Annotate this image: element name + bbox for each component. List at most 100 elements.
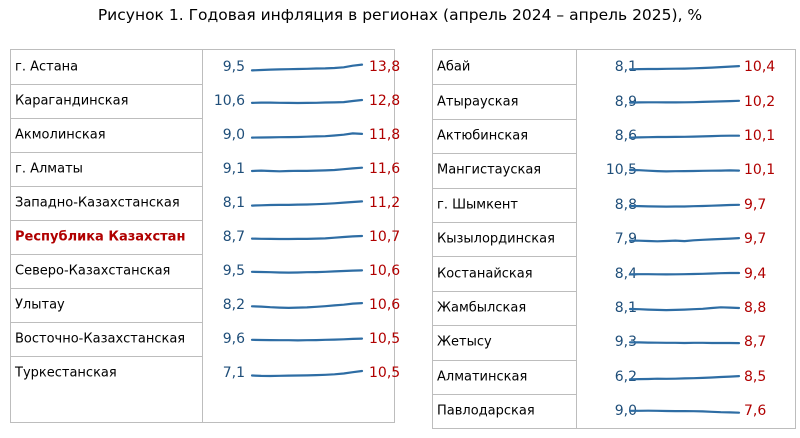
sparkline	[250, 337, 364, 342]
value-april-2024: 9,3	[614, 334, 637, 351]
value-april-2025: 9,7	[744, 231, 767, 248]
row-divider	[11, 220, 202, 221]
value-april-2025: 10,7	[369, 229, 401, 245]
sparkline	[628, 169, 741, 173]
table-row: Карагандинская 10,6 12,8	[11, 84, 400, 118]
sparkline	[250, 98, 364, 105]
value-april-2024: 8,1	[222, 195, 245, 211]
row-divider	[433, 222, 576, 223]
region-name: Абай	[437, 59, 471, 75]
value-april-2025: 7,6	[744, 403, 767, 420]
table-row: Западно-Казахстанская 8,1 11,2	[11, 186, 400, 220]
region-name: Жетысу	[437, 334, 492, 350]
sparkline	[628, 237, 741, 243]
sparkline	[628, 305, 741, 311]
sparkline	[628, 100, 741, 105]
region-name: Республика Казахстан	[15, 229, 186, 245]
region-name: Туркестанская	[15, 365, 117, 381]
sparkline	[250, 302, 364, 309]
value-april-2024: 9,5	[222, 59, 245, 75]
sparkline-path	[628, 409, 741, 414]
value-april-2025: 8,5	[744, 368, 767, 385]
value-april-2025: 8,7	[744, 334, 767, 351]
region-name: Павлодарская	[437, 403, 535, 419]
table-row: Абай 8,1 10,4	[433, 50, 795, 84]
sparkline-path	[250, 63, 364, 72]
value-april-2025: 13,8	[369, 59, 401, 75]
sparkline-path	[250, 234, 364, 241]
table-row: Актюбинская 8,6 10,1	[433, 119, 795, 153]
region-name: Карагандинская	[15, 93, 129, 109]
table-row: Акмолинская 9,0 11,8	[11, 118, 400, 152]
sparkline	[628, 203, 741, 208]
row-divider	[11, 186, 202, 187]
table-row: Республика Казахстан 8,7 10,7	[11, 220, 400, 254]
region-name: Актюбинская	[437, 128, 529, 144]
row-divider	[11, 356, 202, 357]
row-divider	[11, 322, 202, 323]
value-april-2025: 10,1	[744, 162, 776, 179]
sparkline-path	[628, 134, 741, 139]
row-divider	[433, 291, 576, 292]
table-row: Туркестанская 7,1 10,5	[11, 356, 400, 390]
row-divider	[433, 188, 576, 189]
value-april-2025: 10,6	[369, 297, 401, 313]
table-panel-1: г. Астана 9,5 13,8 Карагандинская 10,6 12,8 Ак…	[10, 49, 400, 423]
region-name: Жамбылская	[437, 300, 527, 316]
value-april-2024: 9,0	[222, 127, 245, 143]
row-divider	[11, 152, 202, 153]
sparkline	[250, 166, 364, 173]
row-divider	[11, 84, 202, 85]
sparkline	[250, 369, 364, 378]
sparkline-path	[250, 132, 364, 139]
table-row: Жетысу 9,3 8,7	[433, 325, 795, 359]
table-panel-2: Абай 8,1 10,4 Атырауская 8,9 10,2 Актюбинская 8…	[432, 49, 796, 429]
sparkline-path	[628, 272, 741, 276]
chart-title: Рисунок 1. Годовая инфляция в регионах (…	[97, 6, 703, 24]
table-row: г. Астана 9,5 13,8	[11, 50, 400, 84]
row-divider	[433, 119, 576, 120]
sparkline-path	[250, 200, 364, 207]
value-april-2025: 9,4	[744, 265, 767, 282]
value-april-2025: 10,2	[744, 93, 776, 110]
sparkline	[628, 409, 741, 414]
value-april-2025: 9,7	[744, 196, 767, 213]
sparkline	[628, 374, 741, 380]
sparkline-path	[250, 166, 364, 173]
value-april-2024: 8,9	[614, 93, 637, 110]
value-april-2025: 11,8	[369, 127, 401, 143]
region-name: Мангистауская	[437, 162, 542, 178]
region-name: Атырауская	[437, 94, 519, 110]
value-april-2024: 8,4	[614, 265, 637, 282]
table-row: Восточно-Казахстанская 9,6 10,5	[11, 322, 400, 356]
row-divider	[433, 360, 576, 361]
sparkline	[628, 272, 741, 276]
value-april-2024: 9,1	[222, 161, 245, 177]
sparkline-path	[628, 305, 741, 311]
table-row: Павлодарская 9,0 7,6	[433, 394, 795, 428]
sparkline-path	[628, 169, 741, 173]
table-row: Улытау 8,2 10,6	[11, 288, 400, 322]
value-april-2024: 8,1	[614, 59, 637, 76]
value-april-2025: 12,8	[369, 93, 401, 109]
sparkline-path	[250, 98, 364, 105]
table-row: Мангистауская 10,5 10,1	[433, 153, 795, 187]
table-row: г. Шымкент 8,8 9,7	[433, 188, 795, 222]
sparkline	[250, 63, 364, 72]
row-divider	[433, 84, 576, 85]
region-name: г. Астана	[15, 59, 79, 75]
value-april-2025: 10,5	[369, 331, 401, 347]
row-divider	[433, 256, 576, 257]
region-name: Восточно-Казахстанская	[15, 331, 186, 347]
table-row: г. Алматы 9,1 11,6	[11, 152, 400, 186]
region-name: Костанайская	[437, 266, 533, 282]
value-april-2024: 9,0	[614, 403, 637, 420]
sparkline-path	[250, 302, 364, 309]
value-april-2024: 9,6	[222, 331, 245, 347]
sparkline	[250, 234, 364, 241]
value-april-2025: 11,2	[369, 195, 401, 211]
value-april-2024: 8,1	[614, 299, 637, 316]
value-april-2024: 7,1	[222, 365, 245, 381]
column-divider	[576, 50, 577, 428]
sparkline-path	[250, 369, 364, 378]
